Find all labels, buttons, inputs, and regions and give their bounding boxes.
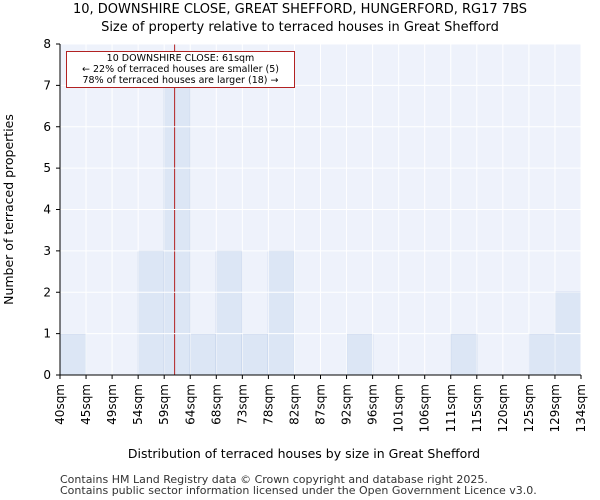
chart-title: 10, DOWNSHIRE CLOSE, GREAT SHEFFORD, HUN… — [72, 2, 528, 17]
x-tick-label: 68sqm — [209, 384, 223, 425]
y-tick-label: 7 — [43, 78, 51, 92]
x-tick-label: 115sqm — [470, 384, 484, 432]
x-tick-label: 78sqm — [261, 384, 275, 425]
x-tick-label: 111sqm — [444, 384, 458, 432]
x-tick-label: 73sqm — [235, 384, 249, 425]
x-tick-label: 125sqm — [522, 384, 536, 432]
annotation-box: 10 DOWNSHIRE CLOSE: 61sqm ← 22% of terra… — [66, 51, 295, 88]
annotation-line-1: 10 DOWNSHIRE CLOSE: 61sqm — [106, 53, 255, 64]
x-tick-label: 45sqm — [79, 384, 93, 425]
x-tick-label: 54sqm — [131, 384, 145, 425]
y-tick-label: 6 — [43, 120, 51, 134]
x-tick-label: 120sqm — [496, 384, 510, 432]
y-axis-label: Number of terraced properties — [1, 114, 16, 305]
x-tick-label: 92sqm — [340, 384, 354, 425]
x-tick-label: 49sqm — [105, 384, 119, 425]
annotation-line-3: 78% of terraced houses are larger (18) → — [82, 75, 279, 86]
x-axis-label: Distribution of terraced houses by size … — [128, 446, 480, 461]
x-tick-label: 134sqm — [574, 384, 588, 432]
bar-125sqm — [528, 333, 556, 376]
bar-54sqm — [137, 250, 165, 376]
bar-78sqm — [267, 250, 295, 376]
y-tick-label: 3 — [43, 244, 51, 258]
x-tick-label: 64sqm — [183, 384, 197, 425]
y-tick-label: 0 — [43, 368, 51, 382]
y-tick-label: 4 — [43, 203, 51, 217]
bar-64sqm — [189, 333, 217, 376]
y-tick-label: 8 — [43, 37, 51, 51]
y-tick-label: 1 — [43, 327, 51, 341]
x-tick-label: 101sqm — [392, 384, 406, 432]
bar-68sqm — [215, 250, 243, 376]
x-tick-label: 59sqm — [157, 384, 171, 425]
x-tick-label: 82sqm — [287, 384, 301, 425]
chart-subtitle: Size of property relative to terraced ho… — [101, 20, 499, 35]
x-tick-label: 40sqm — [53, 384, 67, 425]
bar-59sqm — [163, 84, 191, 376]
y-tick-label: 2 — [43, 285, 51, 299]
bar-40sqm — [59, 333, 87, 376]
y-tick-label: 5 — [43, 161, 51, 175]
bar-92sqm — [346, 333, 374, 376]
footer-line-2: Contains public sector information licen… — [60, 484, 537, 497]
annotation-line-2: ← 22% of terraced houses are smaller (5) — [82, 64, 279, 75]
x-tick-label: 96sqm — [366, 384, 380, 425]
bar-111sqm — [450, 333, 478, 376]
x-tick-label: 106sqm — [418, 384, 432, 432]
x-tick-label: 129sqm — [548, 384, 562, 432]
x-tick-label: 87sqm — [314, 384, 328, 425]
footer-line-1: Contains HM Land Registry data © Crown c… — [60, 473, 488, 486]
bar-73sqm — [241, 333, 269, 376]
